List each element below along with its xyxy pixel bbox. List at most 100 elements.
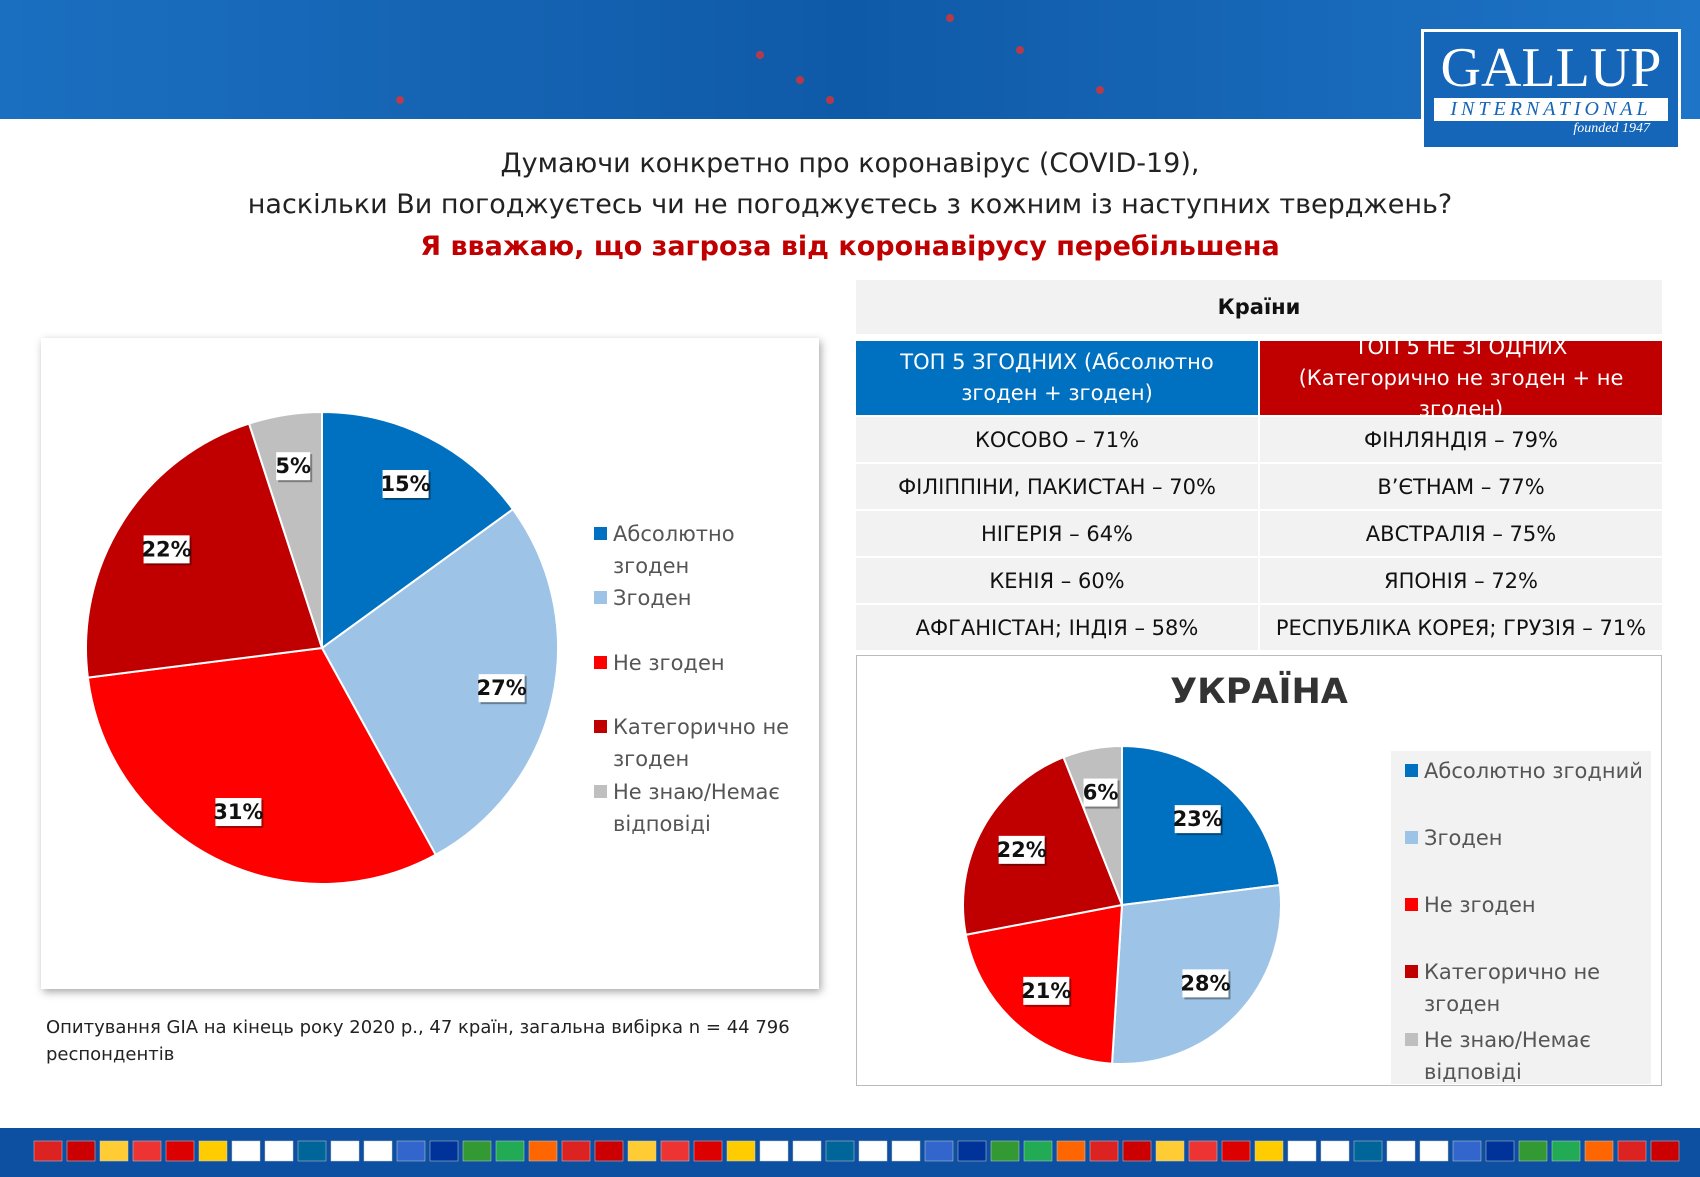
flag [1089,1140,1119,1162]
legend-swatch [594,591,607,604]
flag [462,1140,492,1162]
legend-label: Категорично не згоден [1424,960,1601,1016]
table-cell: АВСТРАЛІЯ – 75% [1260,511,1662,556]
flag [957,1140,987,1162]
data-label: 28% [1180,971,1230,995]
flag [1650,1140,1680,1162]
label-box [1174,805,1221,834]
flag [1518,1140,1548,1162]
flag [924,1140,954,1162]
logo-subtitle: INTERNATIONAL [1434,98,1668,121]
data-label: 31% [213,800,263,824]
flag [198,1140,228,1162]
flag [1617,1140,1647,1162]
legend-label: Не знаю/Немає відповіді [613,780,780,836]
legend-item: Категорично не згоден [1405,956,1645,1020]
flag [825,1140,855,1162]
flag [363,1140,393,1162]
table-cell: РЕСПУБЛІКА КОРЕЯ; ГРУЗІЯ – 71% [1260,605,1662,650]
data-label: 5% [275,454,311,478]
flag [297,1140,327,1162]
legend-label: Згоден [613,586,692,610]
legend-swatch [594,527,607,540]
flag [1353,1140,1383,1162]
flag [1122,1140,1152,1162]
flag [1287,1140,1317,1162]
title-line: Думаючи конкретно про коронавірус (COVID… [500,148,1200,179]
chart-box [856,655,1662,1086]
legend-swatch [594,720,607,733]
label-box [1182,969,1229,998]
flag [495,1140,525,1162]
flag [726,1140,756,1162]
legend-swatch [1405,1033,1418,1046]
title-highlight: Я вважаю, що загроза від коронавірусу пе… [420,231,1280,262]
legend-label: Згоден [1424,826,1503,850]
data-label: 22% [141,537,191,561]
table-header: ТОП 5 ЗГОДНИХ (Абсолютно згоден + згоден… [856,341,1258,415]
legend-item: Згоден [594,582,794,614]
data-label: 22% [997,838,1047,862]
flag [858,1140,888,1162]
legend-swatch [1405,764,1418,777]
footnote: Опитування GIA на кінець року 2020 р., 4… [46,1017,790,1065]
label-box [382,469,429,498]
legend-item: Згоден [1405,822,1645,854]
legend-item: Не згоден [1405,889,1645,921]
legend-item: Абсолютно згоден [594,518,794,582]
data-label: 6% [1083,781,1119,805]
legend-label: Абсолютно згоден [613,522,735,578]
table-cell: КОСОВО – 71% [856,417,1258,462]
legend-item: Категорично не згоден [594,711,794,775]
flag [330,1140,360,1162]
label-box [276,452,311,481]
flag [693,1140,723,1162]
flag [1023,1140,1053,1162]
legend-item: Не знаю/Немає відповіді [594,776,794,840]
flag [99,1140,129,1162]
data-label: 15% [380,472,430,496]
flag [1320,1140,1350,1162]
flag [165,1140,195,1162]
legend-label: Категорично не згоден [613,715,790,771]
flag [231,1140,261,1162]
legend-item: Не знаю/Немає відповіді [1405,1024,1645,1088]
flag [1584,1140,1614,1162]
pie-slice [85,422,324,679]
label-box [1023,976,1070,1005]
title-line: наскільки Ви погоджуєтесь чи не погоджує… [247,189,1453,220]
legend-label: Не згоден [1424,893,1536,917]
flag [264,1140,294,1162]
flag [990,1140,1020,1162]
flag [396,1140,426,1162]
logo-name: GALLUP [1440,37,1662,99]
flag [891,1140,921,1162]
table-cell: ФІЛІППІНИ, ПАКИСТАН – 70% [856,464,1258,509]
data-label: 27% [477,676,527,700]
flag [1386,1140,1416,1162]
table-title: Країни [856,280,1662,334]
legend-label: Не згоден [613,651,725,675]
flag [33,1140,63,1162]
flag [1056,1140,1086,1162]
flag [660,1140,690,1162]
chart-title: УКРАЇНА [1170,672,1348,712]
legend-box [1391,751,1651,1084]
flag [528,1140,558,1162]
flag [627,1140,657,1162]
header-banner [0,0,1700,119]
table-cell: НІГЕРІЯ – 64% [856,511,1258,556]
flag [792,1140,822,1162]
flag [1254,1140,1284,1162]
flag [1188,1140,1218,1162]
table-cell: АФГАНІСТАН; ІНДІЯ – 58% [856,605,1258,650]
flag [132,1140,162,1162]
flag [561,1140,591,1162]
legend-label: Абсолютно згодний [1424,759,1643,783]
legend-item: Не згоден [594,647,794,679]
flag [1452,1140,1482,1162]
data-label: 23% [1173,807,1223,831]
flag [66,1140,96,1162]
